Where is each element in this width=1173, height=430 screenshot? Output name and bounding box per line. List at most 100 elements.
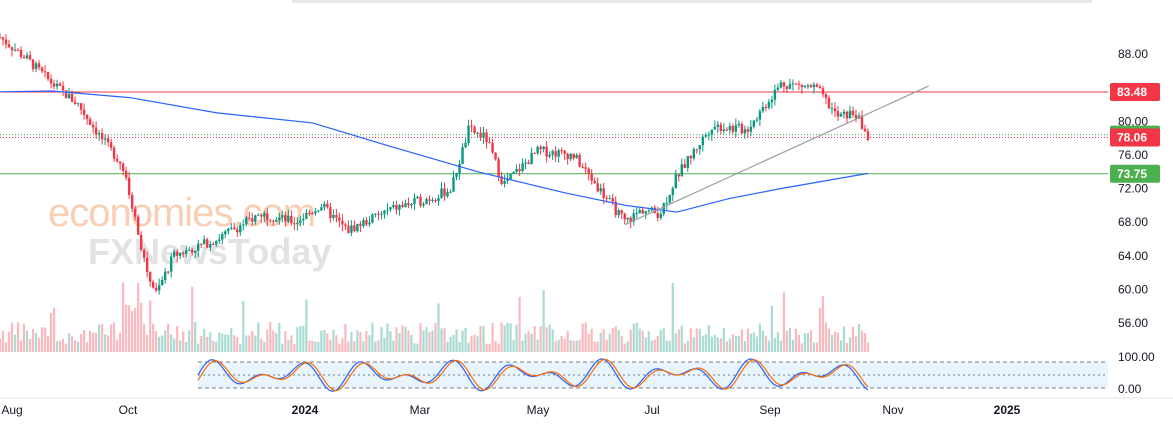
candle-body: [191, 249, 194, 253]
volume-bar: [668, 340, 671, 352]
volume-bar: [851, 326, 855, 352]
price-axis[interactable]: 88.00 80.00 76.00 72.00 68.00 64.00 60.00 56.00…: [1110, 47, 1160, 396]
volume-bar: [593, 341, 596, 352]
candle-body: [311, 213, 314, 215]
volume-bar: [287, 340, 290, 352]
price-level-badge[interactable]: [1110, 164, 1160, 183]
candle-body: [614, 201, 617, 216]
candle-body: [680, 164, 683, 177]
candle-body: [380, 213, 383, 215]
volume-bar: [95, 333, 98, 352]
candle-body: [512, 171, 515, 174]
volume-bar: [419, 323, 422, 352]
volume-bar: [509, 323, 512, 352]
price-level-badge[interactable]: [1110, 128, 1160, 147]
candle-body: [488, 142, 491, 144]
volume-bar: [764, 335, 767, 352]
x-tick-label: May: [527, 403, 550, 417]
candle-body: [194, 250, 197, 253]
volume-bar: [52, 307, 56, 352]
candle-body: [148, 272, 152, 282]
candle-body: [404, 203, 407, 207]
volume-bar: [482, 326, 485, 352]
volume-bar: [770, 306, 773, 352]
candle-body: [620, 210, 623, 214]
candle-body: [70, 93, 74, 102]
volume-bar: [647, 331, 650, 352]
candle-body: [58, 83, 62, 86]
candle-body: [776, 87, 780, 90]
candle-body: [662, 203, 665, 214]
candle-body: [290, 215, 293, 224]
volume-bar: [716, 337, 719, 352]
volume-bar: [278, 323, 281, 352]
volume-bar: [617, 329, 620, 352]
volume-bar: [755, 336, 758, 352]
volume-bar: [40, 327, 44, 352]
volume-bar: [596, 341, 599, 352]
volume-bar: [773, 337, 776, 352]
candle-body: [809, 85, 813, 88]
candle-body: [413, 198, 416, 205]
candle-body: [19, 49, 23, 57]
volume-bar: [401, 325, 404, 352]
volume-bar: [458, 342, 461, 352]
volume-bar: [89, 330, 92, 352]
volume-bar: [374, 341, 377, 352]
price-level-badge[interactable]: [1110, 82, 1160, 101]
volume-bar: [7, 331, 11, 352]
volume-bar: [308, 340, 311, 352]
candle-body: [686, 156, 689, 168]
candle-body: [401, 205, 404, 207]
candle-body: [587, 168, 590, 174]
candle-body: [317, 210, 320, 212]
toolbar-border: [292, 0, 1092, 3]
candle-body: [764, 106, 768, 108]
candle-body: [40, 67, 44, 72]
candle-body: [668, 194, 671, 203]
volume-bar: [854, 336, 858, 352]
volume-bar: [767, 340, 770, 352]
volume-bar: [299, 326, 302, 352]
volume-bar: [296, 327, 299, 352]
volume-bar: [19, 340, 23, 352]
candle-body: [572, 153, 575, 159]
volume-bar: [731, 334, 734, 352]
volume-bar: [752, 332, 755, 352]
candle-body: [272, 220, 275, 222]
volume-bar: [785, 331, 789, 352]
volume-bar: [524, 333, 527, 352]
volume-bar: [782, 292, 786, 352]
candle-body: [197, 243, 200, 251]
volume-bar: [281, 343, 284, 352]
volume-bar: [707, 325, 710, 352]
volume-bar: [434, 322, 437, 352]
volume-bar: [476, 336, 479, 352]
candle-body: [617, 210, 620, 216]
time-axis[interactable]: Aug Oct 2024 Mar May Jul Sep Nov 2025: [0, 397, 1173, 417]
main-pane[interactable]: [0, 33, 1108, 352]
x-tick-label: 2025: [994, 403, 1021, 417]
candle-body: [416, 196, 419, 199]
volume-bar: [818, 307, 822, 352]
volume-bar: [257, 322, 260, 352]
volume-bar: [347, 341, 350, 352]
trend-line[interactable]: [624, 85, 930, 226]
candle-body: [4, 39, 8, 45]
volume-bar: [437, 303, 440, 352]
volume-bar: [176, 326, 179, 352]
volume-bar: [842, 326, 846, 352]
candle-body: [338, 217, 341, 221]
volume-bar: [749, 333, 752, 352]
candle-body: [644, 211, 647, 214]
candle-body: [344, 224, 347, 226]
candle-body: [482, 132, 485, 138]
volume-bar: [590, 328, 593, 352]
candle-body: [91, 125, 95, 128]
stochastic-pane[interactable]: [197, 358, 1108, 392]
candle-body: [109, 142, 113, 148]
volume-bar: [302, 325, 305, 352]
volume-bar: [203, 329, 206, 352]
candle-body: [22, 56, 26, 59]
